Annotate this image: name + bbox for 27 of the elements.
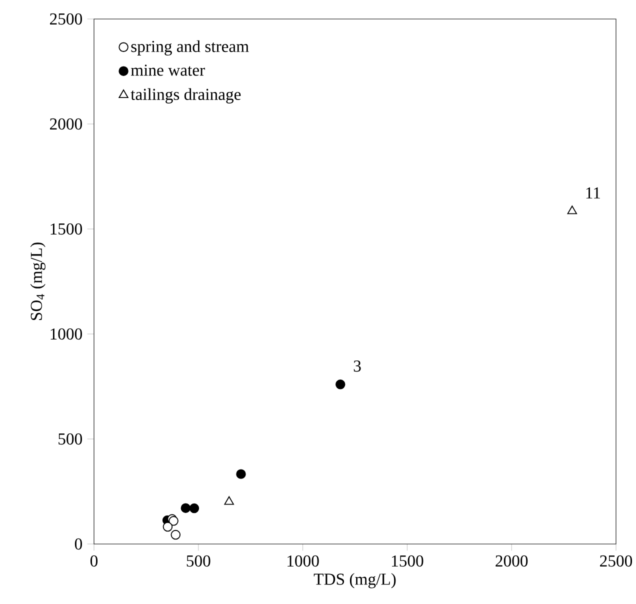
- x-tick-label: 500: [186, 555, 210, 567]
- point: [180, 503, 191, 513]
- y-tick-label: 1500: [50, 223, 82, 235]
- y-tick-label: 2000: [50, 118, 82, 130]
- point: [189, 503, 200, 514]
- x-tick-label: 2500: [600, 555, 632, 567]
- annotation: 3: [354, 360, 361, 372]
- x-axis-title: TDS (mg/L): [314, 573, 396, 588]
- y-tick-label: 1000: [50, 328, 82, 340]
- point: [336, 380, 346, 390]
- legend-label: spring and stream: [131, 40, 249, 56]
- y-tick-label: 0: [74, 538, 82, 550]
- point: [224, 496, 234, 505]
- point: [236, 469, 246, 479]
- x-tick-label: 1500: [392, 555, 424, 567]
- y-axis-title: SO$_{4}$ (mg/L): [30, 242, 46, 320]
- x-tick-label: 1000: [288, 555, 319, 567]
- point: [170, 530, 181, 540]
- legend-label: mine water: [130, 64, 205, 76]
- point: [567, 206, 578, 214]
- y-tick-label: 2500: [50, 13, 82, 25]
- annotation: 11: [586, 187, 600, 198]
- y-tick-label: 500: [58, 433, 82, 445]
- point: [162, 522, 173, 532]
- x-tick-label: 2000: [496, 555, 528, 567]
- legend-label: tailings drainage: [130, 88, 241, 104]
- x-tick-label: 0: [90, 555, 98, 567]
